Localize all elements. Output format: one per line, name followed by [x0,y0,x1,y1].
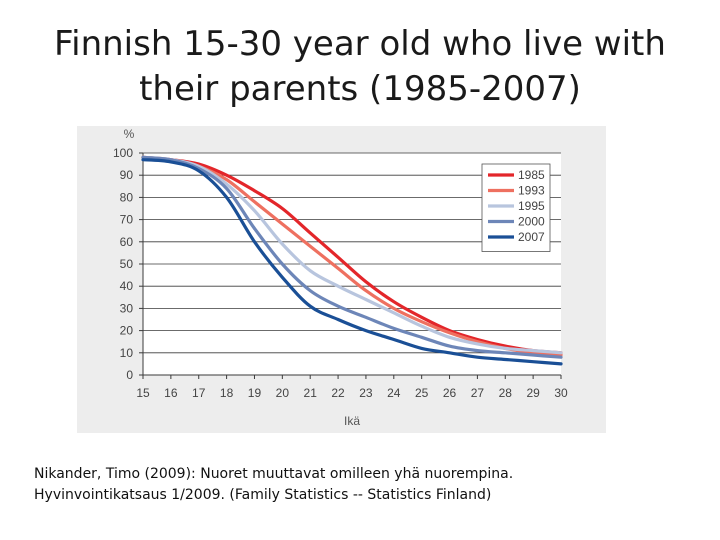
x-tick-label: 16 [164,386,178,400]
x-tick-label: 22 [331,386,345,400]
x-tick-label: 21 [304,386,318,400]
x-tick-label: 24 [387,386,401,400]
series-lines [141,155,563,366]
y-tick-label: 90 [120,168,134,182]
x-tick-label: 23 [359,386,373,400]
citation-line-1: Nikander, Timo (2009): Nuoret muuttavat … [34,466,514,482]
y-tick-label: 80 [120,190,134,204]
y-tick-labels: 0 10 20 30 40 50 60 70 80 90 100 [113,146,133,382]
y-tick-label: 20 [120,324,134,338]
y-tick-label: 70 [120,213,134,227]
line-chart: % Ikä 0 10 20 30 40 50 60 70 80 90 100 15 16 17 18 19 2… [113,127,568,428]
source-citation: Nikander, Timo (2009): Nuoret muuttavat … [34,464,694,506]
x-tick-label: 19 [248,386,262,400]
series-line-1985 [141,155,563,355]
x-tick-label: 26 [443,386,457,400]
legend-label-2000: 2000 [518,215,545,229]
slide-title: Finnish 15-30 year old who live with the… [40,22,680,112]
y-tick-label: 100 [113,146,133,160]
x-tick-label: 25 [415,386,429,400]
x-tick-label: 27 [471,386,485,400]
title-line-2: their parents (1985-2007) [139,69,581,109]
x-tick-label: 30 [554,386,568,400]
series-line-2000 [141,155,563,359]
x-tick-label: 15 [136,386,150,400]
x-tick-label: 28 [499,386,513,400]
legend-label-1995: 1995 [518,199,545,213]
y-tick-label: 60 [120,235,134,249]
legend-label-2007: 2007 [518,230,545,244]
citation-line-2: Hyvinvointikatsaus 1/2009. (Family Stati… [34,487,492,503]
series-line-1995 [141,155,563,355]
x-tick-label: 29 [526,386,540,400]
axes [139,152,562,379]
y-axis-label: % [124,127,135,141]
x-axis-label: Ikä [344,414,360,428]
legend-label-1985: 1985 [518,168,545,182]
title-line-1: Finnish 15-30 year old who live with [54,24,666,64]
series-line-2007 [141,158,563,366]
y-tick-label: 40 [120,279,134,293]
y-tick-label: 0 [126,368,133,382]
legend-label-1993: 1993 [518,184,545,198]
x-tick-labels: 15 16 17 18 19 20 21 22 23 24 25 26 27 28 29 30 [136,386,568,400]
y-tick-label: 10 [120,346,134,360]
y-tick-label: 50 [120,257,134,271]
x-tick-label: 17 [192,386,206,400]
x-tick-label: 18 [220,386,234,400]
y-tick-label: 30 [120,301,134,315]
chart-panel: % Ikä 0 10 20 30 40 50 60 70 80 90 100 15 16 17 18 19 2… [77,126,606,433]
x-tick-label: 20 [276,386,290,400]
